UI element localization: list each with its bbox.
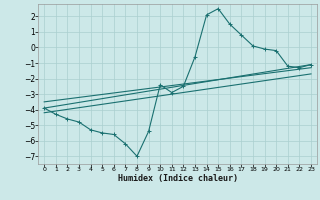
X-axis label: Humidex (Indice chaleur): Humidex (Indice chaleur): [118, 174, 238, 183]
